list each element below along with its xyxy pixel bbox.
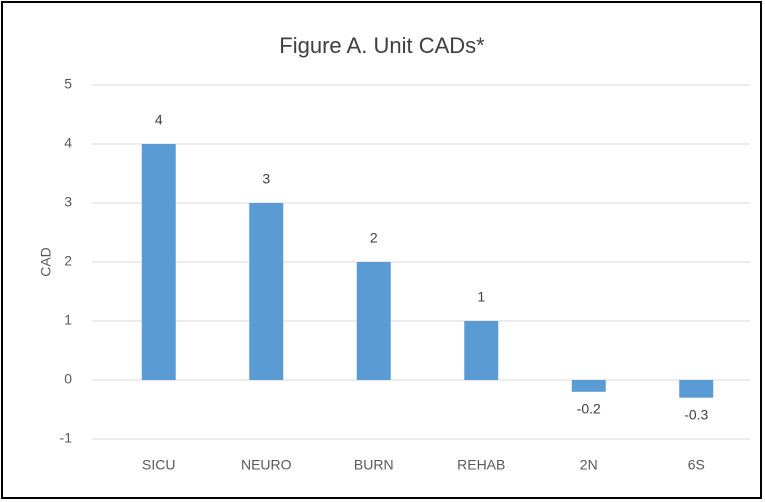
- y-axis-label: CAD: [38, 247, 54, 277]
- x-tick-label: SICU: [142, 457, 175, 473]
- data-label: 3: [262, 171, 270, 187]
- y-tick-label: 3: [64, 194, 72, 210]
- bar: [141, 144, 176, 380]
- data-label: 1: [477, 289, 485, 305]
- x-tick-label: 2N: [580, 457, 598, 473]
- bar: [356, 262, 391, 380]
- y-tick-label: 0: [64, 371, 72, 387]
- bar: [249, 203, 284, 380]
- y-tick-label: 1: [64, 312, 72, 328]
- data-label: 2: [370, 230, 378, 246]
- chart-title: Figure A. Unit CADs*: [279, 33, 485, 58]
- x-tick-label: 6S: [688, 457, 705, 473]
- x-tick-label: REHAB: [457, 457, 505, 473]
- x-tick-label: BURN: [354, 457, 394, 473]
- data-label: -0.3: [684, 406, 708, 422]
- y-tick-label: -1: [60, 430, 73, 446]
- data-label: -0.2: [577, 401, 601, 417]
- x-tick-label: NEURO: [241, 457, 292, 473]
- bar: [679, 380, 714, 398]
- y-tick-label: 4: [64, 135, 72, 151]
- bar: [464, 321, 499, 380]
- y-tick-label: 2: [64, 253, 72, 269]
- y-tick-label: 5: [64, 76, 72, 92]
- bar: [571, 380, 606, 392]
- data-label: 4: [155, 112, 163, 128]
